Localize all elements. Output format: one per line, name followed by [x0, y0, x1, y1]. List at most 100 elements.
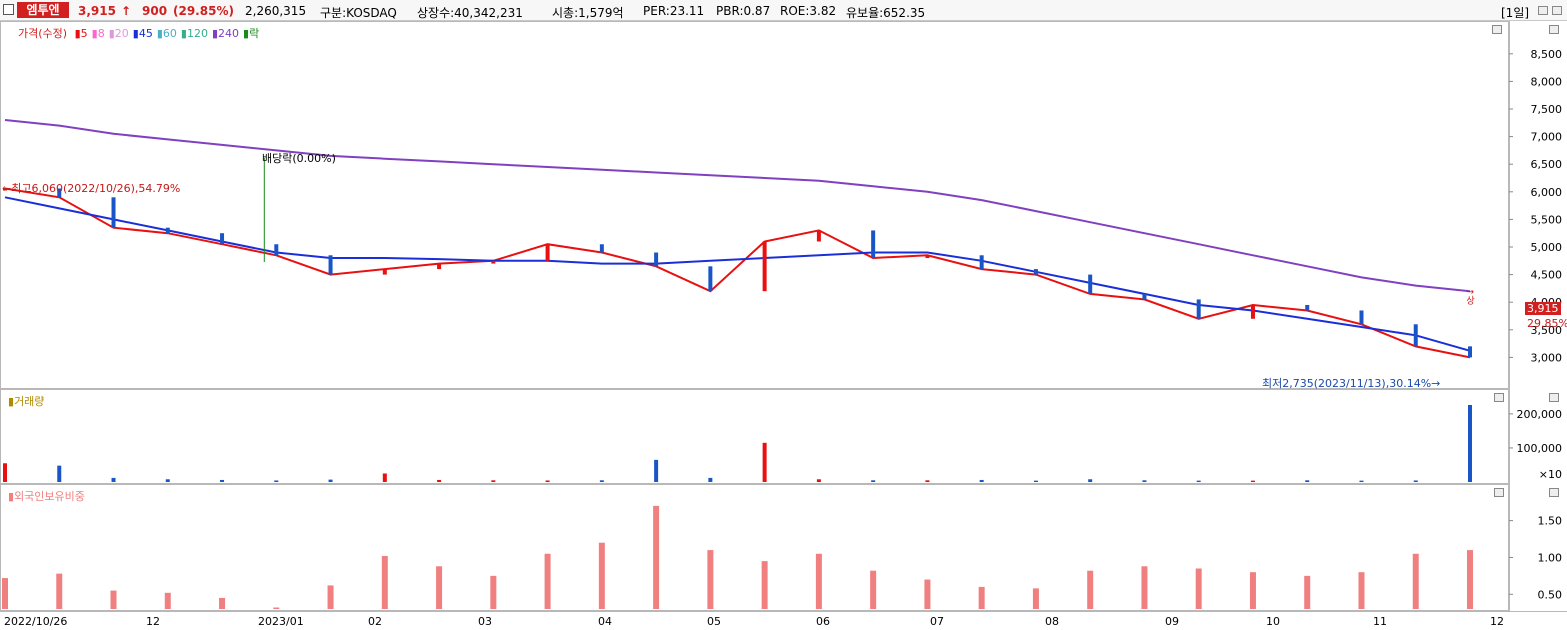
- x-tick-label: 03: [478, 615, 492, 628]
- panel-close-icon[interactable]: [1549, 393, 1559, 402]
- price-candle: [979, 255, 984, 270]
- market-label: 구분:KOSDAQ: [320, 6, 397, 20]
- x-tick-label: 2023/01: [258, 615, 304, 628]
- close-icon[interactable]: [1552, 6, 1562, 15]
- price-candle: [491, 260, 496, 264]
- price-candle: [545, 244, 550, 261]
- volume-value: 2,260,315: [245, 4, 307, 18]
- price-candle: [654, 252, 659, 267]
- stock-name[interactable]: 엠투엔: [17, 2, 69, 18]
- current-percent-tag: 29.85%: [1527, 317, 1567, 330]
- legend-price-title: 가격(수정): [18, 27, 68, 40]
- foreign-legend: ▮외국인보유비중: [8, 490, 85, 503]
- price-candle: [220, 233, 225, 245]
- foreign-ratio-bar: [381, 555, 388, 609]
- volume-bar: [925, 480, 930, 482]
- volume-bar: [762, 442, 767, 482]
- foreign-ratio-bar: [1358, 572, 1365, 609]
- volume-unit-label: ×10: [1539, 468, 1562, 481]
- volume-bar: [3, 463, 7, 482]
- price-candle: [382, 269, 387, 275]
- foreign-ratio-bar: [110, 590, 117, 609]
- price-candle: [3, 188, 7, 191]
- dividend-annotation: 배당락(0.00%): [262, 152, 336, 165]
- volume-bar: [1468, 405, 1472, 482]
- volume-bar: [1359, 480, 1364, 482]
- price-change: 900: [142, 4, 168, 18]
- legend-ma-3: ▮45: [132, 27, 153, 40]
- volume-bar: [1142, 480, 1147, 482]
- x-tick-label: 10: [1266, 615, 1280, 628]
- foreign-ratio-bar: [327, 585, 334, 609]
- volume-bar: [165, 479, 170, 482]
- volume-panel[interactable]: [0, 389, 1509, 484]
- panel-close-icon[interactable]: [1549, 25, 1559, 34]
- price-candle: [1196, 299, 1201, 319]
- volume-bar: [1196, 480, 1201, 482]
- volume-bar: [111, 477, 116, 482]
- price-candle: [1359, 310, 1364, 325]
- foreign-ratio-bar: [490, 575, 497, 609]
- y-tick-label: 8,500: [1531, 48, 1563, 61]
- y-tick-label: 6,000: [1531, 186, 1563, 199]
- panel-close-icon[interactable]: [1549, 488, 1559, 497]
- volume-bar: [979, 479, 984, 482]
- panel-max-icon[interactable]: [1494, 488, 1504, 497]
- minimize-icon[interactable]: [1538, 6, 1548, 15]
- y-tick-label: 5,000: [1531, 241, 1563, 254]
- per-value: PER:23.11: [643, 4, 705, 18]
- volume-bar: [1088, 479, 1093, 482]
- x-tick-label: 07: [930, 615, 944, 628]
- panel-max-icon[interactable]: [1492, 25, 1502, 34]
- period-selector[interactable]: [1일]: [1501, 6, 1530, 20]
- foreign-ratio-bar: [544, 553, 551, 609]
- price-candle: [165, 227, 170, 234]
- volume-bar: [437, 479, 442, 482]
- x-tick-label: 08: [1045, 615, 1059, 628]
- current-price: 3,915: [78, 4, 116, 18]
- volume-bar: [816, 479, 821, 482]
- foreign-ratio-bar: [1032, 588, 1039, 609]
- x-tick-label: 2022/10/26: [4, 615, 68, 628]
- volume-legend-title: 거래량: [14, 395, 45, 408]
- market-cap: 시총:1,579억: [552, 6, 624, 20]
- price-candle: [1033, 269, 1038, 275]
- volume-bar: [1413, 480, 1418, 482]
- series-line-가격(수정): [4, 187, 1471, 359]
- price-legend: 가격(수정) ▮5 ▮8 ▮20 ▮45 ▮60 ▮120 ▮240 ▮락: [18, 25, 259, 41]
- foreign-ratio-bar: [2, 578, 8, 609]
- x-tick-label: 12: [1490, 615, 1504, 628]
- foreign-ratio-bar: [870, 570, 877, 609]
- price-candle: [1088, 274, 1093, 294]
- up-arrow-icon: ↑: [121, 4, 132, 18]
- legend-ma-2: ▮20: [108, 27, 129, 40]
- foreign-ratio-bar: [1249, 572, 1256, 609]
- volume-legend: ▮거래량: [8, 395, 45, 408]
- low-annotation: 최저2,735(2023/11/13),30.14%→: [1262, 377, 1441, 390]
- legend-ma-6: ▮240: [211, 27, 240, 40]
- y-tick-label: 4,500: [1531, 269, 1563, 282]
- foreign-tick-label: 0.50: [1538, 588, 1563, 601]
- foreign-tick-label: 1.50: [1538, 515, 1563, 528]
- foreign-ratio-bar: [1304, 575, 1311, 609]
- foreign-ratio-bar: [653, 505, 660, 609]
- volume-bar: [220, 479, 225, 482]
- price-candle: [437, 263, 442, 270]
- series-line-45: [4, 196, 1471, 352]
- price-candle: [1305, 304, 1310, 311]
- price-panel[interactable]: [0, 21, 1509, 389]
- foreign-tick-label: 1.00: [1538, 551, 1563, 564]
- foreign-ratio-bar: [164, 592, 171, 609]
- foreign-ownership-panel[interactable]: [0, 484, 1509, 611]
- volume-bar: [382, 473, 387, 482]
- panel-max-icon[interactable]: [1494, 393, 1504, 402]
- price-candle: [1250, 304, 1255, 319]
- foreign-ratio-bar: [436, 566, 443, 609]
- price-candle: [871, 230, 876, 259]
- volume-tick-label: 100,000: [1517, 442, 1563, 455]
- volume-bar: [545, 480, 550, 482]
- price-candle: [816, 230, 821, 242]
- select-checkbox[interactable]: [3, 4, 14, 15]
- volume-bar: [1250, 480, 1255, 482]
